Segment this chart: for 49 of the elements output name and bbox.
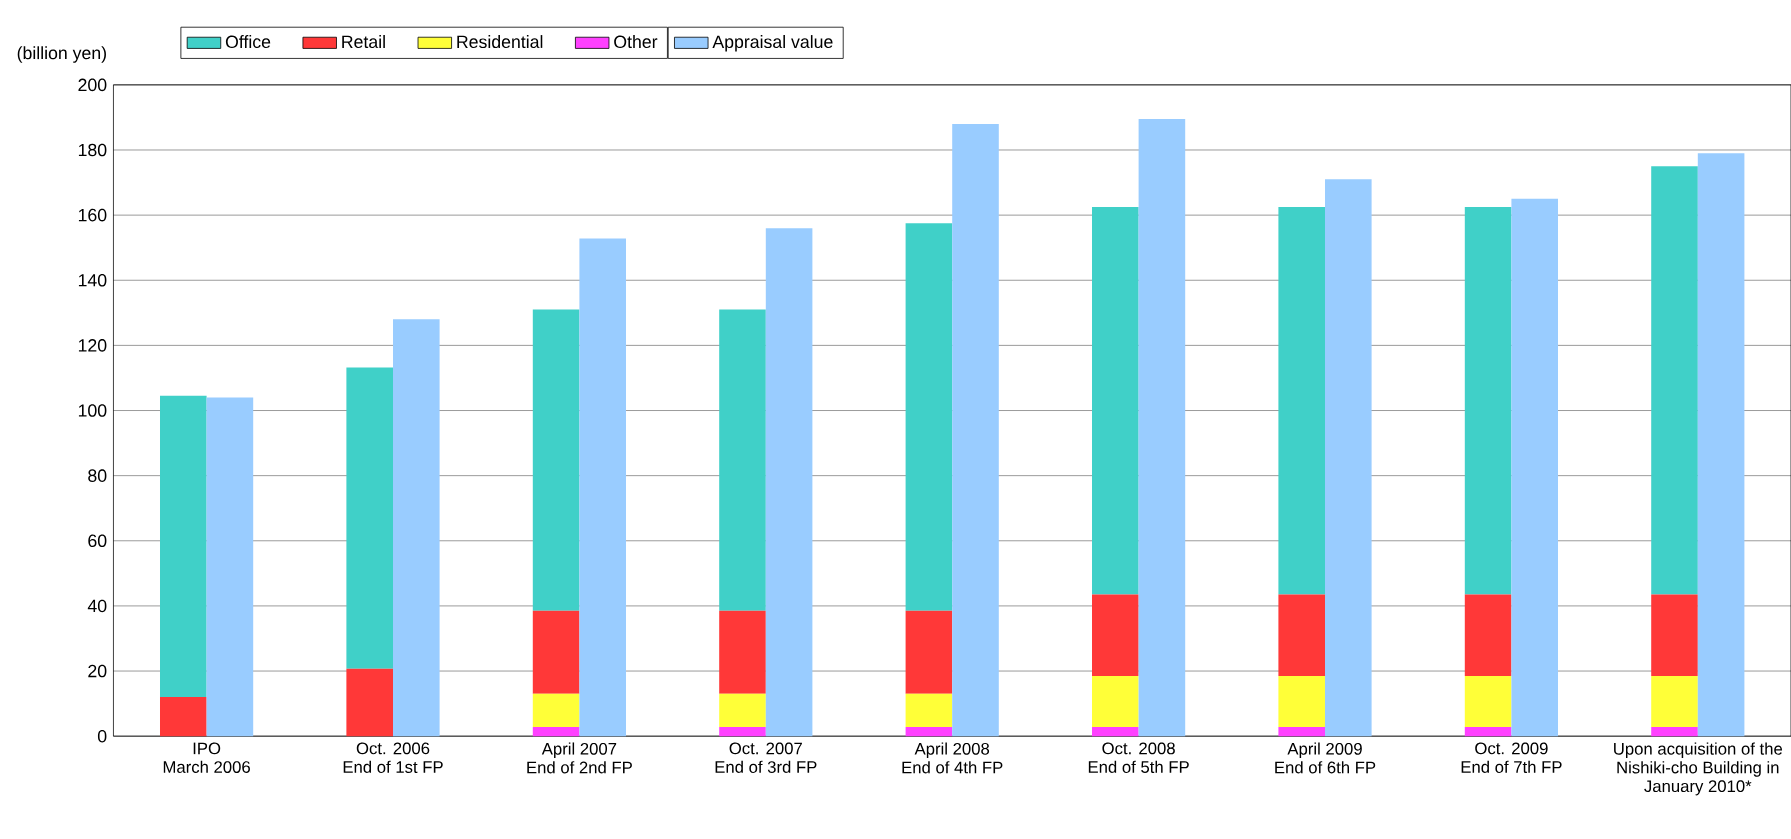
legend-label: Appraisal value	[712, 35, 833, 52]
x-tick-label: April 2007 End of 2nd FP	[527, 742, 632, 774]
x-tick-label: Oct. 2009 End of 7th FP	[1461, 742, 1562, 774]
legend-label: Office	[225, 35, 271, 49]
y-axis-title: (billion yen)	[17, 46, 106, 63]
bar	[346, 668, 393, 737]
y-tick-label: 60	[88, 534, 107, 548]
x-tick-label: April 2008 End of 4th FP	[902, 742, 1003, 774]
y-tick-label: 140	[78, 274, 107, 287]
y-tick-label: 180	[78, 143, 107, 157]
legend-label: Other	[614, 35, 658, 49]
bar	[905, 693, 953, 728]
bar	[532, 693, 580, 728]
y-tick-label: 0	[97, 729, 107, 743]
bar	[719, 610, 766, 694]
bar	[1278, 727, 1326, 737]
bar	[1278, 676, 1326, 728]
x-tick-label: IPO March 2006	[163, 742, 250, 774]
bar	[719, 693, 766, 728]
bar	[1651, 594, 1698, 677]
bar	[1092, 727, 1139, 737]
bar	[1278, 594, 1326, 677]
legend-label: Residential	[457, 35, 543, 49]
bar	[1651, 727, 1698, 737]
y-tick-label: 20	[88, 664, 107, 678]
x-tick-label: Upon acquisition of the Nishiki-cho Building in January 2010*	[1614, 742, 1783, 796]
y-tick-label: 160	[78, 208, 107, 222]
bar	[719, 727, 766, 737]
y-tick-label: 40	[87, 599, 107, 613]
x-tick-label: Oct. 2006 End of 1st FP	[343, 742, 443, 774]
bar	[1464, 594, 1512, 677]
x-tick-label: Oct. 2008 End of 5th FP	[1088, 742, 1189, 774]
bar	[532, 610, 580, 694]
bar	[1092, 676, 1139, 728]
bar	[1092, 594, 1139, 677]
x-tick-label: Oct. 2007 End of 3rd FP	[715, 742, 817, 774]
bar	[160, 697, 207, 737]
bar	[532, 727, 580, 737]
y-tick-label: 80	[88, 469, 107, 483]
bar	[1464, 727, 1512, 737]
bar	[1651, 676, 1698, 728]
bar	[905, 610, 953, 694]
legend-label: Retail	[342, 35, 385, 49]
x-tick-label: April 2009 End of 6th FP	[1275, 742, 1376, 774]
y-tick-label: 120	[78, 339, 107, 352]
y-tick-label: 200	[78, 78, 107, 92]
y-tick-label: 100	[78, 404, 107, 417]
bar	[1464, 676, 1512, 728]
bar	[905, 727, 953, 737]
